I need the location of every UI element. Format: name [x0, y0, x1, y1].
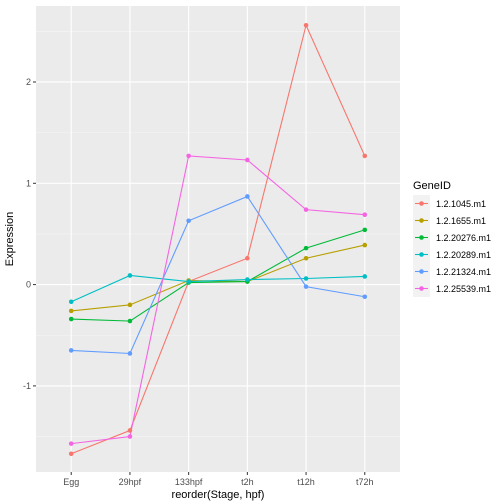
y-tick-label: 1 — [26, 178, 31, 188]
legend-key-point — [419, 252, 424, 257]
major-gridlines — [36, 6, 400, 472]
series-line — [71, 195, 365, 355]
y-axis-title: Expression — [4, 212, 16, 266]
data-point — [245, 157, 250, 163]
data-point — [68, 441, 74, 446]
data-point — [362, 153, 368, 159]
data-point — [186, 218, 191, 224]
minor-gridlines — [36, 31, 400, 437]
legend-item: 1.2.1045.m1 — [413, 195, 486, 212]
data-point — [362, 227, 368, 233]
data-point — [362, 242, 368, 248]
legend-label: 1.2.20289.m1 — [436, 250, 491, 260]
data-point — [186, 279, 191, 284]
series-lines — [71, 23, 366, 455]
legend-item: 1.2.21324.m1 — [413, 263, 491, 280]
legend-item: 1.2.25539.m1 — [413, 280, 491, 297]
data-point — [127, 318, 133, 324]
legend-item: 1.2.1655.m1 — [413, 212, 486, 229]
series-line — [71, 155, 365, 445]
x-axis-ticks: Egg 29hpf 133hpf t2h t12h t72h — [63, 472, 374, 487]
data-point — [245, 194, 250, 199]
x-tick-label: t12h — [297, 477, 315, 487]
x-tick-label: t2h — [241, 477, 254, 487]
data-point — [362, 294, 368, 300]
legend-label: 1.2.20276.m1 — [436, 233, 491, 243]
data-point — [303, 255, 309, 261]
data-point — [127, 434, 133, 439]
x-tick-label: t72h — [356, 477, 374, 487]
legend-key-point — [419, 269, 424, 274]
y-axis-ticks: -1 0 1 2 — [23, 77, 36, 391]
data-point — [127, 302, 133, 308]
plot-background — [36, 6, 400, 472]
x-tick-label: 29hpf — [119, 477, 142, 487]
legend-item: 1.2.20276.m1 — [413, 229, 491, 246]
legend-label: 1.2.21324.m1 — [436, 267, 491, 277]
data-point — [127, 428, 133, 433]
legend-key-point — [419, 235, 424, 240]
data-point — [127, 273, 133, 278]
x-axis-title: reorder(Stage, hpf) — [172, 489, 265, 501]
series-line — [71, 23, 366, 455]
data-point — [186, 153, 191, 159]
legend-key-point — [419, 201, 424, 206]
data-point — [303, 284, 309, 289]
x-tick-label: Egg — [63, 477, 79, 487]
data-point — [68, 299, 74, 305]
legend-item: 1.2.20289.m1 — [413, 246, 491, 263]
legend-title: GeneID — [413, 180, 451, 192]
x-tick-label: 133hpf — [175, 477, 203, 487]
legend-label: 1.2.1045.m1 — [436, 199, 486, 209]
legend-label: 1.2.1655.m1 — [436, 216, 486, 226]
data-point — [127, 351, 133, 356]
data-point — [245, 255, 250, 261]
data-point — [303, 245, 309, 251]
data-point — [303, 22, 309, 28]
data-point — [303, 276, 309, 281]
data-point — [362, 274, 368, 279]
data-point — [68, 308, 74, 314]
data-point — [68, 348, 74, 353]
data-point — [303, 207, 309, 212]
data-point — [68, 451, 74, 457]
legend-key-point — [419, 218, 424, 223]
series-points — [68, 22, 368, 457]
y-tick-label: 0 — [26, 280, 31, 290]
legend-keys: 1.2.1045.m1 1.2.1655.m1 1.2.20276.m1 1.2.20… — [413, 195, 491, 297]
series-line — [71, 274, 365, 303]
data-point — [362, 212, 368, 217]
legend-key-point — [419, 286, 424, 291]
data-point — [68, 316, 74, 322]
legend: GeneID 1.2.1045.m1 1.2.1655.m1 1.2.20276.m… — [413, 180, 491, 297]
y-tick-label: -1 — [23, 381, 31, 391]
y-tick-label: 2 — [26, 77, 31, 87]
series-line — [71, 229, 365, 322]
data-point — [245, 277, 250, 282]
legend-label: 1.2.25539.m1 — [436, 284, 491, 294]
